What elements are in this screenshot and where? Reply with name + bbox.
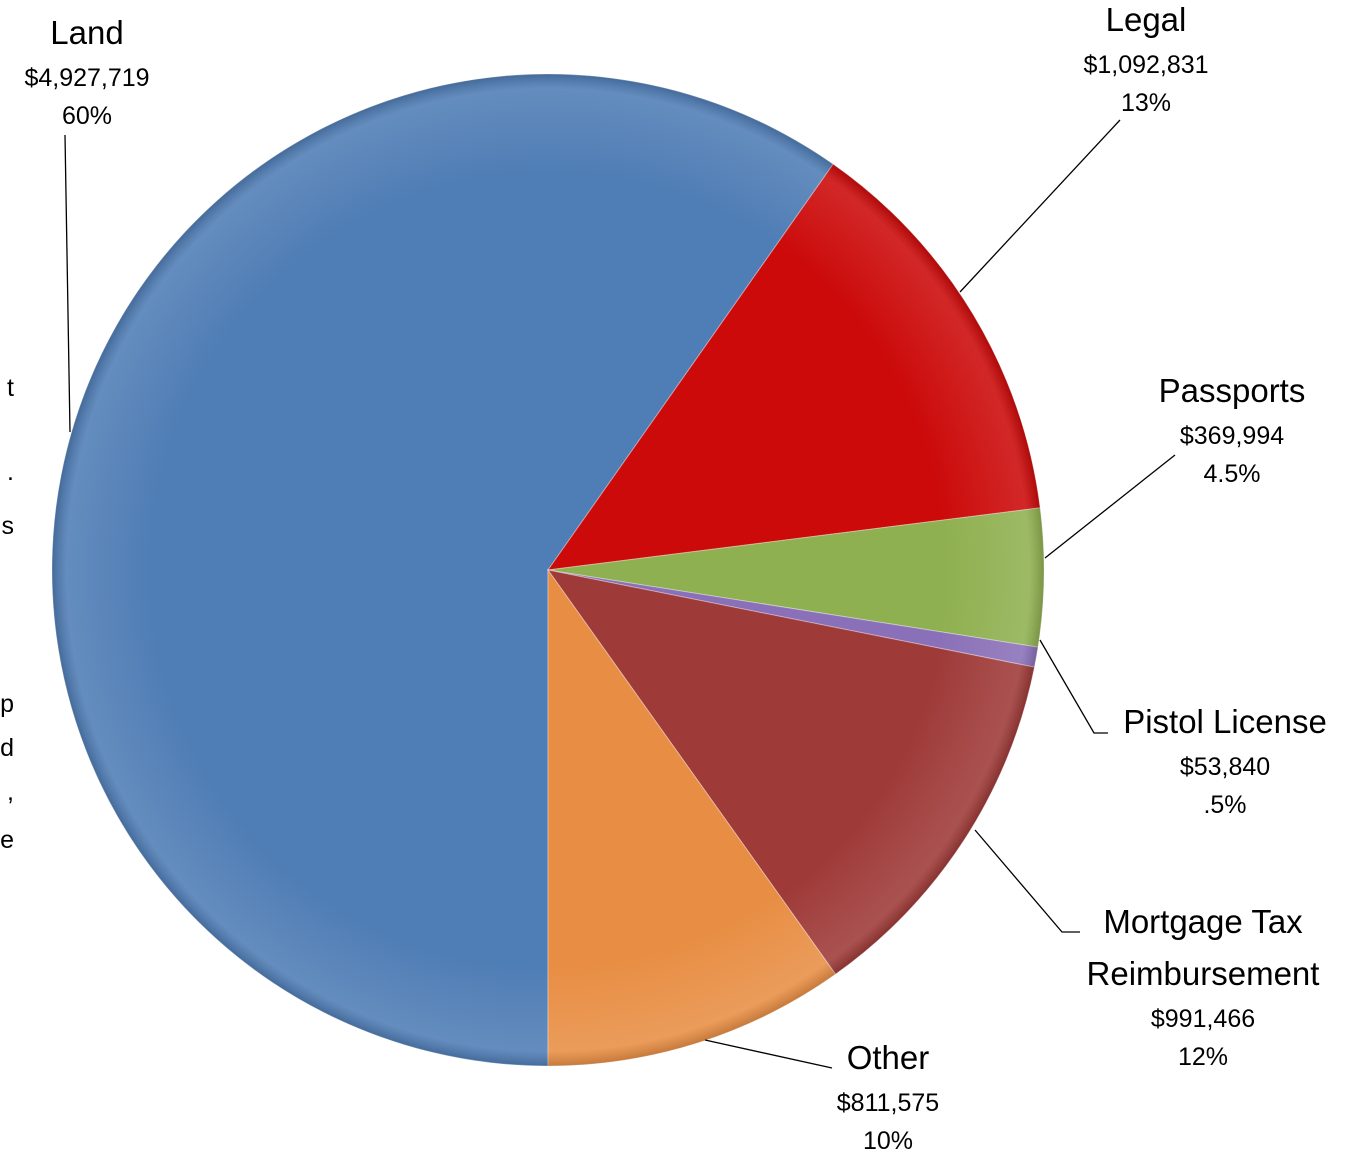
slice-percent: .5% <box>1203 791 1247 819</box>
slice-name: Legal <box>1105 1 1187 38</box>
data-label: Passports $369,994 4.5% <box>1082 365 1346 493</box>
leader-line <box>959 119 1121 293</box>
leader-line <box>1039 639 1108 734</box>
slice-name: Passports <box>1158 372 1306 409</box>
slice-percent: 4.5% <box>1203 460 1261 488</box>
slice-name: Land <box>50 14 124 51</box>
annotation-text: , <box>7 778 14 806</box>
annotation-text: . <box>7 458 14 486</box>
data-label: Land $4,927,719 60% <box>0 7 237 135</box>
slice-percent: 13% <box>1120 89 1172 117</box>
slice-amount: $369,994 <box>1179 422 1285 450</box>
data-label: Other $811,575 10% <box>738 1032 1038 1155</box>
annotation-text: s <box>1 512 15 540</box>
slice-percent: 60% <box>61 102 113 130</box>
leader-line <box>64 134 71 433</box>
data-label: Legal $1,092,831 13% <box>996 0 1296 122</box>
slice-amount: $4,927,719 <box>24 64 150 92</box>
annotation-text: up <box>0 690 14 718</box>
leader-line <box>1044 454 1176 559</box>
slice-amount: $991,466 <box>1150 1005 1256 1033</box>
leader-line <box>704 1039 833 1069</box>
slice-percent: 10% <box>862 1127 914 1155</box>
slice-percent: 12% <box>1177 1043 1229 1071</box>
data-label: Pistol License $53,840 .5% <box>1075 696 1346 824</box>
slice-amount: $53,840 <box>1179 753 1271 781</box>
slice-amount: $1,092,831 <box>1083 51 1209 79</box>
annotation-text: d <box>0 734 14 762</box>
slice-name: Mortgage Tax Reimbursement <box>1086 903 1320 992</box>
leader-line <box>974 829 1080 933</box>
slice-amount: $811,575 <box>836 1089 940 1117</box>
annotation-text: e <box>0 826 14 854</box>
slice-name: Pistol License <box>1123 703 1327 740</box>
data-label: Mortgage Tax Reimbursement $991,466 12% <box>1053 896 1346 1076</box>
annotation-text: t <box>7 374 14 402</box>
slice-name: Other <box>846 1039 930 1076</box>
